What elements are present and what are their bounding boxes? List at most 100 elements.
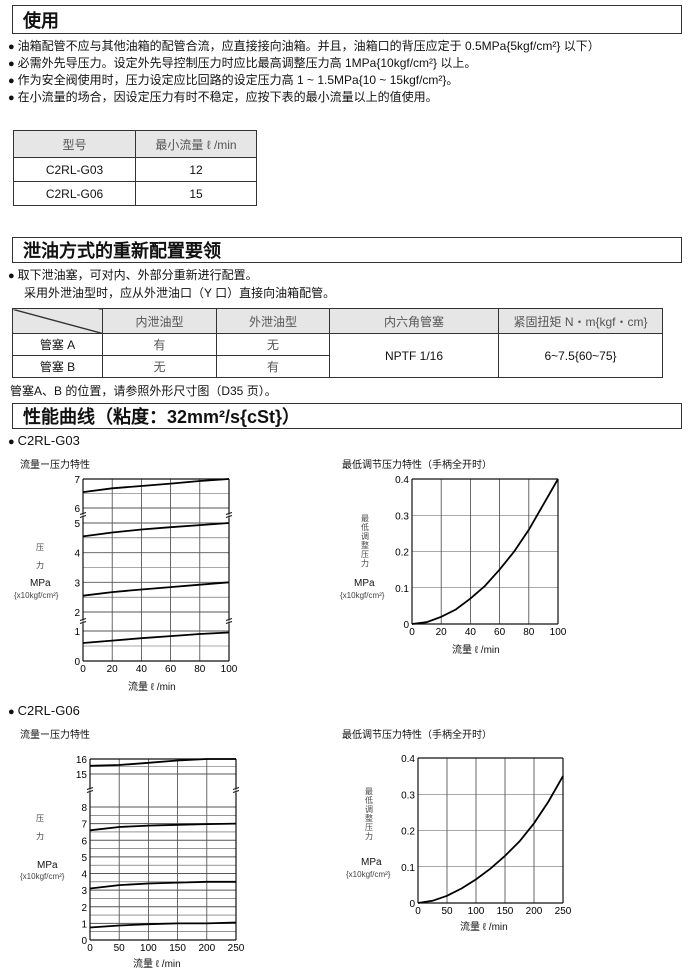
- x-tick-label: 150: [497, 906, 514, 917]
- ylabel-unit-sub: {x10kgf/cm²}: [14, 591, 59, 600]
- x-tick-label: 100: [550, 627, 567, 638]
- drain-table: 内泄油型 外泄油型 内六角管塞 紧固扭矩 N・m{kgf・cm} 管塞 A 有 …: [12, 308, 663, 378]
- ylabel-unit-sub: {x10kgf/cm²}: [340, 591, 385, 600]
- y-tick-label: 0.4: [395, 475, 409, 486]
- torque-cell: 6~7.5{60~75}: [498, 333, 663, 378]
- xlabel: 流量 ℓ /min: [128, 682, 176, 693]
- chart-3: 0 50 100 150 200 250 0 0.1 0.2 0.3 0.4: [401, 754, 572, 917]
- note: 管塞A、B 的位置，请参照外形尺寸图（D35 页）。: [10, 384, 277, 398]
- x-tick-label: 60: [494, 627, 506, 638]
- cell: 15: [135, 181, 257, 206]
- y-tick-label: 8: [81, 803, 87, 814]
- y-tick-label: 1: [74, 627, 80, 638]
- col-header: 外泄油型: [216, 308, 330, 334]
- ylabel-char: 力: [36, 832, 44, 841]
- table-row: 管塞 A 有 无 NPTF 1/16 6~7.5{60~75}: [12, 333, 663, 378]
- y-tick-label: 0: [81, 936, 87, 947]
- x-tick-label: 60: [165, 664, 177, 675]
- y-tick-label: 4: [81, 870, 87, 881]
- x-tick-label: 100: [221, 664, 238, 675]
- ylabel-unit: MPa: [30, 578, 51, 589]
- ylabel-char: 力: [361, 559, 369, 568]
- cell: 管塞 B: [12, 355, 103, 378]
- x-tick-label: 20: [436, 627, 448, 638]
- y-tick-label: 3: [81, 886, 87, 897]
- series-line: [82, 581, 230, 597]
- y-tick-label: 0.2: [401, 827, 415, 838]
- ylabel-char: 压: [36, 814, 44, 823]
- ylabel-char: 整: [365, 814, 373, 823]
- y-tick-label: 0.1: [401, 863, 415, 874]
- text-line: 采用外泄油型时，应从外泄油口（Y 口）直接向油箱配管。: [24, 286, 336, 300]
- y-tick-label: 5: [81, 853, 87, 864]
- ylabel-char: 整: [361, 541, 369, 550]
- xlabel: 流量 ℓ /min: [452, 645, 500, 656]
- section-header-drain: 泄油方式的重新配置要领: [12, 237, 682, 263]
- x-tick-label: 250: [228, 943, 245, 954]
- y-tick-label: 0: [409, 899, 415, 910]
- x-tick-label: 0: [409, 627, 415, 638]
- ylabel-unit-sub: {x10kgf/cm²}: [20, 872, 65, 881]
- section-title: 使用: [23, 10, 59, 31]
- chart-0: 0 20 40 60 80 100 0 1 2 3 4 5 6 7: [74, 475, 237, 675]
- ylabel-unit-sub: {x10kgf/cm²}: [346, 870, 391, 879]
- col-header: 内泄油型: [102, 308, 217, 334]
- chart-1: 0 20 40 60 80 100 0 0.1 0.2 0.3 0.4: [395, 475, 567, 638]
- y-tick-label: 0.3: [401, 790, 415, 801]
- y-tick-label: 6: [74, 504, 80, 515]
- x-tick-label: 50: [441, 906, 453, 917]
- y-tick-label: 5: [74, 519, 80, 530]
- ylabel-char: 低: [361, 523, 369, 532]
- col-header: 最小流量 ℓ /min: [135, 130, 257, 158]
- ylabel-char: 力: [365, 832, 373, 841]
- cell: C2RL-G06: [13, 181, 136, 206]
- y-tick-label: 4: [74, 549, 80, 560]
- ylabel-char: 力: [36, 561, 44, 570]
- y-tick-label: 3: [74, 578, 80, 589]
- y-tick-label: 1: [81, 919, 87, 930]
- series-line: [82, 522, 230, 538]
- ylabel-char: 压: [36, 543, 44, 552]
- section-header-usage: 使用: [12, 5, 682, 34]
- chart-title: 最低调节压力特性（手柄全开时）: [342, 730, 492, 741]
- section-title: 性能曲线（粘度：32mm²/s{cSt}）: [23, 407, 301, 427]
- bullet: 在小流量的场合，因设定压力有时不稳定，应按下表的最小流量以上的值使用。: [8, 88, 438, 105]
- xlabel: 流量 ℓ /min: [460, 922, 508, 933]
- y-tick-label: 0.3: [395, 511, 409, 522]
- ylabel-char: 压: [361, 550, 369, 559]
- model-label: C2RL-G06: [8, 703, 80, 718]
- series-line: [89, 880, 236, 890]
- y-tick-label: 7: [81, 820, 87, 831]
- y-tick-label: 2: [74, 608, 80, 619]
- series-line: [89, 758, 236, 767]
- bullet: 作为安全阀使用时，压力设定应比回路的设定压力高 1 ~ 1.5MPa{10 ~ …: [8, 71, 459, 88]
- chart-title: 最低调节压力特性（手柄全开时）: [342, 460, 492, 471]
- ylabel-char: 最: [365, 787, 373, 796]
- ylabel-unit: MPa: [361, 857, 382, 868]
- x-tick-label: 200: [526, 906, 543, 917]
- chart-2: 0 50 100 150 200 250 0 1 2 3 4 5 6 7 8 15 16: [76, 755, 245, 954]
- y-tick-label: 0.4: [401, 754, 415, 765]
- y-tick-label: 0.2: [395, 548, 409, 559]
- y-tick-label: 0: [74, 657, 80, 668]
- x-tick-label: 80: [523, 627, 535, 638]
- ylabel-char: 低: [365, 796, 373, 805]
- x-tick-label: 80: [194, 664, 206, 675]
- y-tick-label: 2: [81, 903, 87, 914]
- series-line: [417, 775, 564, 904]
- x-tick-label: 200: [198, 943, 215, 954]
- table-row: 管塞 B 无 有: [12, 355, 663, 378]
- table-row: C2RL-G03 12: [13, 157, 257, 182]
- x-tick-label: 20: [107, 664, 119, 675]
- x-tick-label: 50: [114, 943, 126, 954]
- y-tick-label: 7: [74, 475, 80, 486]
- bullet: 油箱配管不应与其他油箱的配管合流，应直接接向油箱。并且，油箱口的背压应定于 0.…: [8, 37, 600, 54]
- chart-title: 流量ー压力特性: [20, 460, 90, 471]
- series-line: [82, 631, 230, 644]
- chart-title: 流量ー压力特性: [20, 730, 90, 741]
- cell: C2RL-G03: [13, 157, 136, 182]
- cell: 12: [135, 157, 257, 182]
- ylabel-vertical: 最低调整压力: [361, 514, 370, 568]
- x-tick-label: 0: [87, 943, 93, 954]
- ylabel-char: 最: [361, 514, 369, 523]
